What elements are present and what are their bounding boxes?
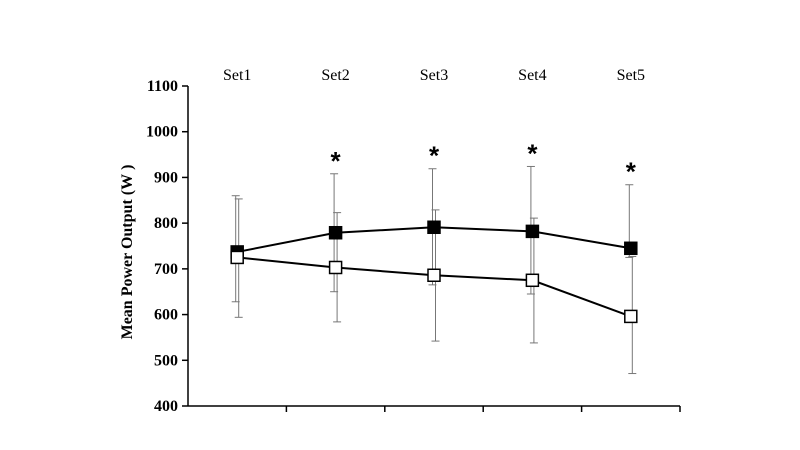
y-tick-label: 1100 xyxy=(147,78,178,95)
x-axis-ticks xyxy=(285,406,681,412)
series-line-open xyxy=(237,256,632,318)
axes xyxy=(187,86,680,407)
category-label: Set3 xyxy=(420,67,448,84)
category-label: Set5 xyxy=(617,67,645,84)
y-tick-label: 700 xyxy=(154,261,178,278)
marker-open-square xyxy=(624,309,638,324)
marker-filled-square xyxy=(427,220,441,235)
y-axis-label: Mean Power Output (W ) xyxy=(119,165,136,340)
y-tick-label: 400 xyxy=(154,398,178,415)
significance-mark: * xyxy=(626,157,637,187)
significance-marks: * * * * xyxy=(331,138,637,186)
y-tick-label: 1000 xyxy=(146,124,178,141)
marker-open-square xyxy=(230,250,244,265)
marker-open-square xyxy=(525,273,540,288)
y-tick-label: 600 xyxy=(154,307,178,324)
marker-open-square xyxy=(427,268,441,283)
marker-filled-square xyxy=(525,224,540,239)
y-tick-label: 500 xyxy=(154,352,178,369)
category-labels: Set1 Set2 Set3 Set4 Set5 xyxy=(223,67,645,84)
marker-open-square xyxy=(328,260,343,275)
y-axis-ticks: 400 500 600 700 800 900 1000 1100 xyxy=(146,78,188,415)
significance-mark: * xyxy=(331,146,342,176)
y-tick-label: 800 xyxy=(154,215,178,232)
significance-mark: * xyxy=(429,141,440,171)
series-markers xyxy=(230,220,638,324)
marker-filled-square xyxy=(328,225,343,240)
y-tick-label: 900 xyxy=(154,169,178,186)
marker-filled-square xyxy=(624,241,638,256)
significance-mark: * xyxy=(527,138,538,168)
category-label: Set1 xyxy=(223,67,251,84)
category-label: Set2 xyxy=(321,67,349,84)
category-label: Set4 xyxy=(518,67,546,84)
